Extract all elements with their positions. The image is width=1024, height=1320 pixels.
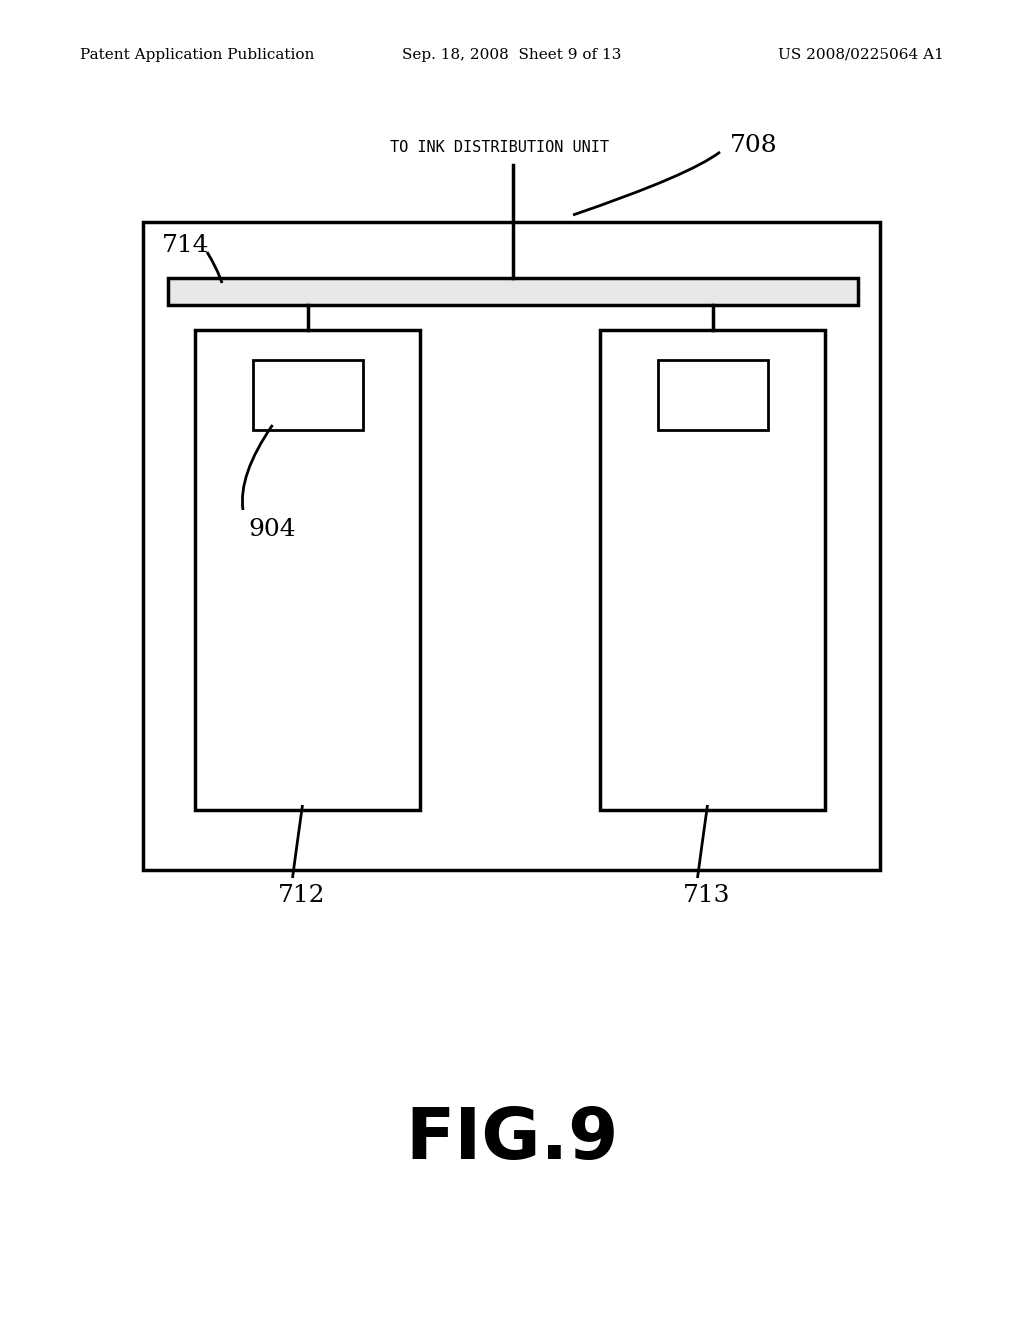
Text: Patent Application Publication: Patent Application Publication	[80, 48, 314, 62]
Bar	[143, 222, 880, 870]
Text: 708: 708	[730, 133, 777, 157]
Text: 714: 714	[162, 234, 210, 256]
Bar	[657, 360, 768, 430]
Text: TO INK DISTRIBUTION UNIT: TO INK DISTRIBUTION UNIT	[390, 140, 609, 156]
Text: 713: 713	[683, 883, 730, 907]
Text: Sep. 18, 2008  Sheet 9 of 13: Sep. 18, 2008 Sheet 9 of 13	[402, 48, 622, 62]
Bar	[168, 279, 858, 305]
Bar	[253, 360, 362, 430]
Bar	[195, 330, 420, 810]
Text: 712: 712	[278, 883, 325, 907]
Text: 904: 904	[248, 519, 296, 541]
Text: FIG.9: FIG.9	[406, 1106, 618, 1175]
Text: US 2008/0225064 A1: US 2008/0225064 A1	[778, 48, 944, 62]
Bar	[600, 330, 825, 810]
